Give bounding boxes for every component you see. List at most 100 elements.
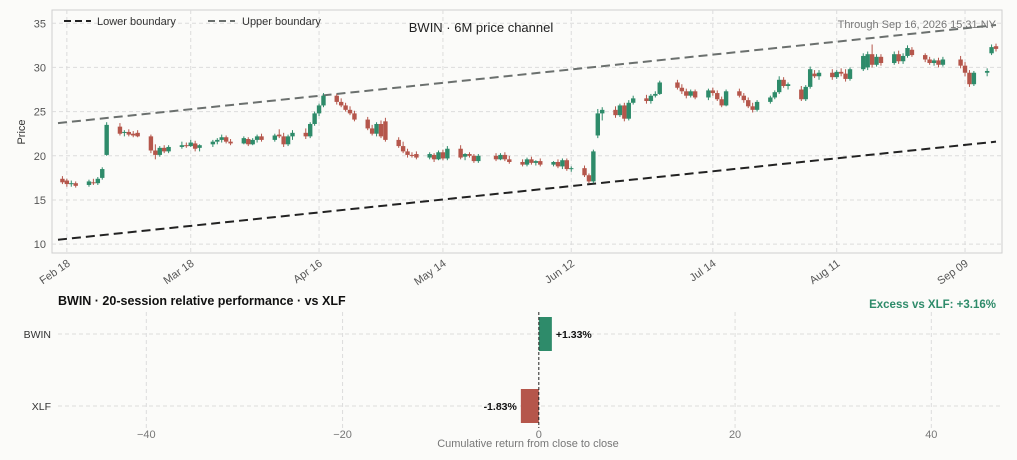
candle: [440, 149, 446, 161]
candle-body: [321, 95, 326, 106]
candle: [157, 146, 162, 157]
candle-body: [400, 146, 406, 152]
candle: [343, 102, 348, 112]
candle: [122, 130, 127, 137]
upper-boundary-line: [57, 24, 997, 125]
candle-body: [498, 154, 503, 160]
candle: [272, 133, 278, 142]
candle-body: [905, 47, 910, 56]
performance-x-tick-label: −40: [137, 429, 156, 441]
candle-body: [197, 145, 202, 148]
performance-x-tick-label: 20: [729, 429, 741, 441]
candle: [900, 53, 906, 64]
candle-body: [352, 113, 357, 120]
candle: [369, 124, 375, 136]
candle-body: [285, 136, 291, 145]
performance-chart-title: BWIN · 20-session relative performance ·…: [58, 294, 346, 308]
candle: [241, 136, 247, 145]
candle: [905, 45, 910, 58]
candle: [622, 102, 627, 122]
candle-body: [865, 54, 870, 68]
candle-body: [675, 82, 680, 88]
candle-body: [984, 70, 990, 73]
candle: [971, 70, 977, 86]
candle: [135, 130, 140, 138]
candle-body: [750, 106, 755, 110]
candle-body: [60, 178, 65, 183]
candle: [228, 139, 233, 146]
candle-body: [843, 73, 848, 79]
candle: [436, 150, 441, 161]
performance-x-tick-label: 40: [925, 429, 937, 441]
candle: [564, 158, 570, 171]
candle: [520, 159, 525, 167]
candle-body: [219, 137, 224, 140]
price-chart-subtitle: Through Sep 16, 2026 15:31 NY: [838, 19, 997, 31]
candle-body: [799, 89, 804, 100]
candle-body: [772, 92, 777, 98]
candle: [166, 145, 171, 154]
candle: [352, 110, 357, 122]
candle: [715, 90, 720, 102]
candle-body: [316, 105, 322, 114]
candle: [613, 106, 618, 118]
candle: [569, 166, 574, 172]
candle: [529, 156, 534, 165]
candle-body: [502, 154, 508, 160]
candle-body: [993, 46, 999, 49]
candle: [847, 67, 853, 81]
candle: [321, 93, 326, 108]
candle-body: [493, 155, 499, 160]
candle: [781, 77, 786, 88]
candle-body: [595, 113, 600, 136]
candle: [307, 122, 313, 139]
candle-body: [431, 154, 437, 160]
candle: [64, 178, 70, 187]
candle: [223, 135, 229, 144]
price-grid: [52, 10, 1002, 253]
candle-body: [290, 132, 295, 137]
candle-body: [847, 69, 853, 79]
candle-body: [657, 82, 662, 94]
legend-label-upper: Upper boundary: [242, 16, 321, 28]
candle: [834, 70, 839, 79]
candle: [507, 155, 512, 164]
candle-body: [436, 152, 441, 160]
candle-body: [338, 101, 344, 106]
candle-body: [462, 154, 468, 157]
candle: [896, 50, 901, 64]
lower-boundary-line: [57, 140, 997, 241]
candle-body: [622, 105, 627, 119]
candle: [719, 96, 724, 108]
candle: [210, 139, 216, 147]
candle: [741, 93, 747, 103]
candle-body: [73, 183, 78, 186]
performance-category-label: BWIN: [24, 329, 51, 341]
candle: [772, 90, 777, 100]
candle: [843, 69, 848, 82]
candle: [338, 98, 344, 108]
price-x-tick-label: Jul 14: [688, 258, 719, 285]
candle-body: [927, 59, 932, 64]
candle: [405, 148, 410, 158]
candle: [595, 108, 600, 139]
candle-body: [192, 143, 198, 149]
candle-body: [64, 180, 70, 185]
price-y-ticks: 10 15 20 25 30 35: [34, 18, 46, 251]
candle: [179, 141, 185, 149]
candle: [409, 152, 415, 158]
candle-body: [967, 72, 972, 85]
candle: [551, 161, 556, 167]
candle-body: [529, 159, 534, 163]
candle-body: [613, 109, 618, 116]
candle: [909, 47, 915, 57]
candle-body: [272, 135, 278, 140]
candle: [502, 152, 508, 162]
candle: [684, 88, 689, 99]
candle: [277, 129, 282, 139]
candle: [334, 93, 339, 105]
candle-body: [334, 95, 339, 102]
candle-body: [684, 91, 689, 96]
candle: [188, 139, 193, 147]
price-y-tick-label: 30: [34, 62, 46, 74]
